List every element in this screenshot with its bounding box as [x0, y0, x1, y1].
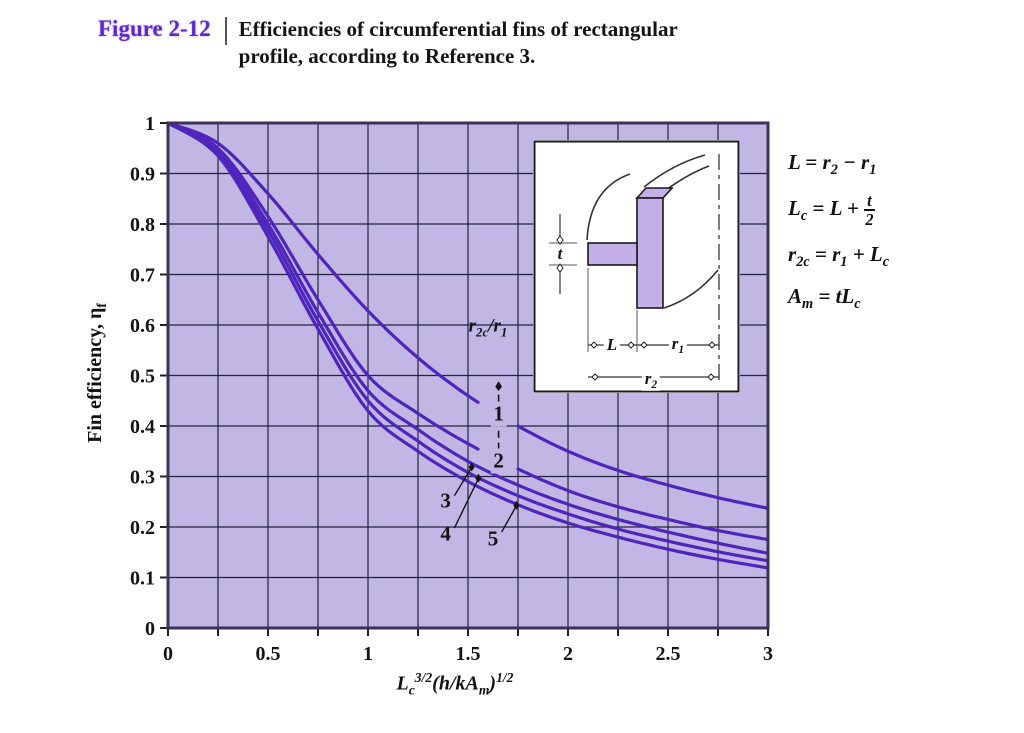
y-tick-label: 0.6: [130, 315, 155, 337]
y-tick-label: 0.9: [130, 164, 155, 186]
leader-arrowhead: [475, 473, 482, 483]
y-tick-label: 0.3: [130, 467, 155, 489]
x-tick-label: 1: [363, 643, 373, 665]
x-tick-label: 1.5: [456, 643, 481, 665]
figure-label: Figure 2-12: [98, 16, 211, 41]
curve-label-1: 1: [490, 401, 507, 427]
y-tick-label: 0.8: [130, 214, 155, 236]
y-tick-label: 0.1: [130, 568, 155, 590]
x-tick-label: 0.5: [256, 643, 281, 665]
equation-r2c: r2c = r1 + Lc: [788, 241, 890, 270]
leader-arrowhead: [513, 500, 520, 510]
x-axis-title: Lc3/2(h/kAm)1/2: [396, 670, 514, 698]
y-tick-label: 0.2: [130, 517, 155, 539]
curve-label-leader: [453, 478, 480, 529]
caption-divider: [224, 17, 227, 45]
inset-label-L: L: [603, 335, 621, 355]
curve-family-parameter-label: r2c/r1: [468, 315, 508, 339]
efficiency-curve-2: [166, 121, 770, 542]
curve-label-leader: [453, 467, 473, 497]
r2-dimension-arrows: [591, 373, 715, 381]
equation-L: L = r2 − r1: [788, 150, 877, 179]
inset-canvas: [533, 140, 740, 393]
y-tick-label: 0.5: [130, 366, 155, 388]
fin-top-arc: [643, 154, 706, 188]
tube-wall-section: [636, 197, 664, 309]
curve-label-leader: [500, 505, 518, 533]
y-tick-label: 1: [145, 113, 155, 135]
figure-caption: Figure 2-12 Efficiencies of circumferent…: [98, 16, 678, 70]
caption-text: Efficiencies of circumferential fins of …: [239, 16, 678, 70]
x-tick-label: 2: [563, 643, 573, 665]
equation-Am: Am = tLc: [788, 283, 861, 312]
inset-label-t: t: [557, 244, 563, 263]
fin-cross-section: [587, 242, 638, 266]
caption-line-1: Efficiencies of circumferential fins of …: [238, 17, 678, 41]
leader-arrowhead: [495, 381, 502, 392]
tube-surface-arc: [663, 269, 719, 309]
x-tick-label: 2.5: [656, 643, 681, 665]
y-tick-label: 0: [145, 618, 155, 640]
y-axis-title: Fin efficiency, ηf: [84, 303, 109, 443]
t-extension-lines: [549, 242, 577, 266]
t-arrow-bottom: [556, 263, 564, 273]
fin-geometry-inset: t L r1 r2: [533, 140, 740, 393]
y-tick-label: 0.4: [130, 416, 155, 438]
y-tick-label: 0.7: [130, 265, 155, 287]
L-dimension-arrows: [590, 341, 635, 349]
inset-label-r2: r2: [641, 368, 661, 392]
efficiency-curve-1: [166, 121, 770, 510]
curve-label-3: 3: [440, 488, 451, 513]
curve-label-4: 4: [440, 521, 451, 546]
x-tick-label: 3: [763, 643, 773, 665]
efficiency-curve-3: [166, 121, 770, 555]
curve-label-2: 2: [490, 448, 507, 474]
fin-outer-arc: [586, 173, 631, 241]
t-arrow-top: [556, 235, 564, 245]
r1-dimension-arrows: [640, 341, 716, 349]
inset-label-r1: r1: [668, 333, 688, 357]
leader-arrowhead: [468, 462, 475, 472]
plot-frame: [166, 121, 770, 630]
x-tick-label: 0: [163, 643, 173, 665]
caption-line-2: profile, according to Reference 3.: [238, 44, 536, 68]
efficiency-curve-5: [166, 121, 770, 570]
curve-label-5: 5: [487, 526, 499, 551]
